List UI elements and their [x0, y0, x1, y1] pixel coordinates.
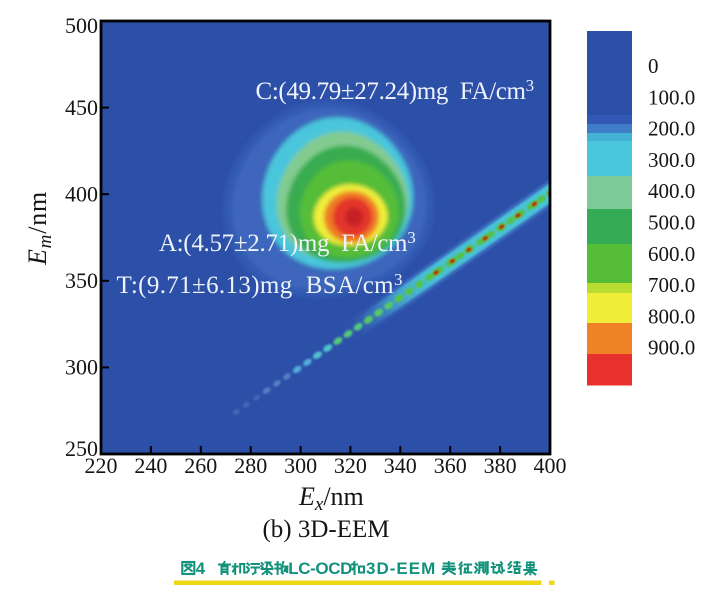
svg-text:450: 450 [65, 95, 98, 120]
svg-text:800.0: 800.0 [648, 304, 695, 328]
svg-text:280: 280 [234, 453, 267, 478]
svg-text:200.0: 200.0 [648, 117, 695, 141]
svg-text:300: 300 [284, 453, 317, 478]
svg-text:500.0: 500.0 [648, 211, 695, 235]
svg-text:0: 0 [648, 54, 659, 78]
svg-text:300.0: 300.0 [648, 148, 695, 172]
svg-text:400: 400 [65, 182, 98, 207]
svg-text:(b) 3D-EEM: (b) 3D-EEM [262, 516, 389, 543]
svg-text:C:(49.79±27.24)mg FA/cm3: C:(49.79±27.24)mg FA/cm3 [256, 76, 534, 105]
svg-text:240: 240 [134, 453, 167, 478]
svg-text:380: 380 [484, 453, 517, 478]
svg-text:400.0: 400.0 [648, 179, 695, 203]
svg-text:300: 300 [65, 355, 98, 380]
svg-text:500: 500 [65, 13, 98, 38]
svg-text:260: 260 [184, 453, 217, 478]
svg-text:Em/nm: Em/nm [23, 191, 56, 266]
svg-text:A:(4.57±2.71)mg FA/cm3: A:(4.57±2.71)mg FA/cm3 [159, 228, 416, 257]
svg-text:700.0: 700.0 [648, 273, 695, 297]
svg-text:400: 400 [534, 453, 567, 478]
svg-text:350: 350 [65, 268, 98, 293]
svg-text:340: 340 [384, 453, 417, 478]
svg-text:LC-OCD: LC-OCD [288, 559, 352, 578]
svg-text:100.0: 100.0 [648, 85, 695, 109]
svg-text:3D-EEM: 3D-EEM [366, 559, 436, 578]
svg-text:900.0: 900.0 [648, 336, 695, 360]
svg-text:220: 220 [85, 453, 118, 478]
svg-text:360: 360 [434, 453, 467, 478]
svg-text:Ex/nm: Ex/nm [298, 482, 364, 515]
svg-text:600.0: 600.0 [648, 242, 695, 266]
svg-text:320: 320 [334, 453, 367, 478]
svg-text:T:(9.71±6.13)mg BSA/cm3: T:(9.71±6.13)mg BSA/cm3 [117, 270, 403, 299]
svg-text:250: 250 [65, 436, 98, 461]
svg-text:4: 4 [196, 559, 206, 578]
